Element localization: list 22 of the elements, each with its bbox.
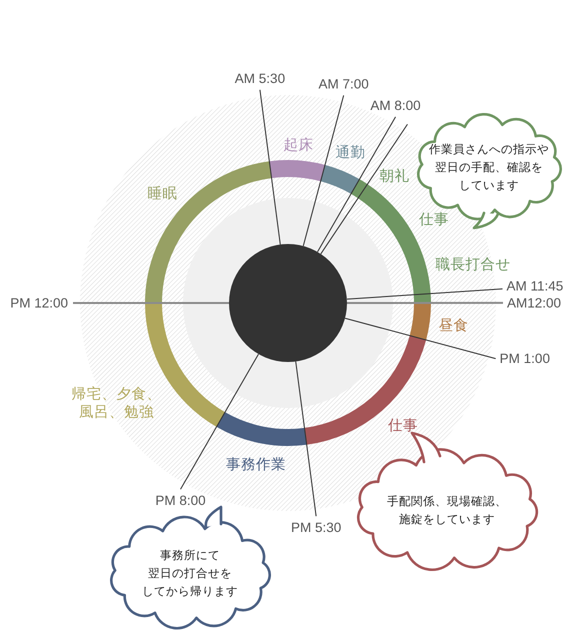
slice-label: 起床 [283,137,314,154]
annotation: 手配関係、現場確認、施錠をしています [387,496,507,526]
time-label: AM 5:30 [234,70,286,86]
slice-label: 事務作業 [226,457,286,474]
slice-label: 朝礼 [380,168,410,185]
slice-label: 睡眠 [147,186,178,202]
slice-label: 帰宅、夕食、風呂、勉強 [71,386,162,420]
slice-label: 通勤 [336,145,366,162]
slice-label: 仕事 [388,418,418,434]
time-label: AM 11:45 [506,278,564,294]
time-label: AM12:00 [507,295,562,310]
time-label: AM 7:00 [318,76,369,92]
slice-label: 仕事 [419,212,450,228]
time-label: AM 8:00 [370,98,421,113]
time-label: PM 5:30 [290,520,342,536]
annotation: 作業員さんへの指示や翌日の手配、確認をしています [429,144,549,192]
slice-label: 昼食 [438,318,468,334]
time-label: PM 8:00 [155,493,206,508]
annotation: 事務所にて翌日の打合せをしてから帰ります [142,550,238,598]
time-label: PM 1:00 [500,351,550,366]
slice-label: 職長打合せ [436,257,511,274]
time-label: PM 12:00 [10,296,68,310]
